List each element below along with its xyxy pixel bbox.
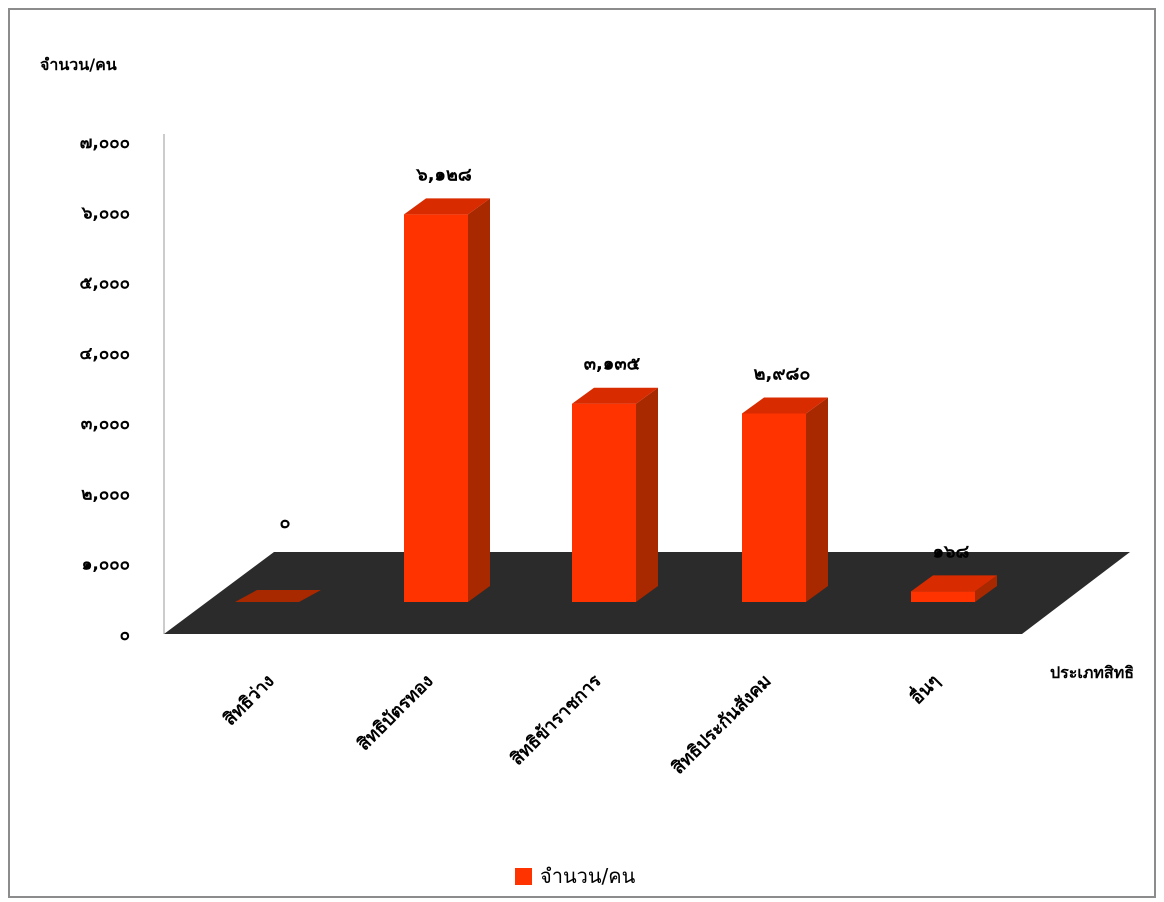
- bar-front: [911, 591, 975, 602]
- category-label: สิทธิข้าราชการ: [507, 670, 606, 769]
- data-label: ๑๖๘: [933, 541, 970, 562]
- y-tick-label: ๔,๐๐๐: [80, 344, 130, 364]
- bar-flat: [235, 590, 321, 602]
- legend-swatch: [515, 867, 532, 885]
- bar: [235, 590, 321, 602]
- category-label: สิทธิบัตรทอง: [353, 671, 437, 755]
- bar-front: [404, 214, 468, 602]
- bar-top: [572, 387, 658, 404]
- x-axis-title: ประเภทสิทธิ: [1050, 663, 1134, 682]
- bar: [572, 387, 658, 602]
- y-tick-label: ๑,๐๐๐: [82, 555, 130, 575]
- legend: จำนวน/คน: [515, 860, 635, 892]
- y-axis-title-text: จำนวน/คน: [40, 55, 117, 74]
- bars: [235, 198, 997, 602]
- y-tick-label: ๗,๐๐๐: [80, 133, 130, 153]
- bar: [742, 397, 828, 602]
- y-axis-title: จำนวน/คน: [40, 55, 117, 74]
- bar-side: [468, 198, 490, 602]
- y-tick-label: ๒,๐๐๐: [81, 484, 130, 504]
- bar-top: [404, 198, 490, 215]
- category-label: สิทธิว่าง: [219, 671, 278, 730]
- bar-side: [806, 397, 828, 602]
- category-labels: สิทธิว่าง สิทธิบัตรทอง สิทธิข้าราชการ สิทธิ…: [219, 669, 944, 779]
- bar: [404, 198, 490, 602]
- data-label: ๖,๑๒๘: [415, 164, 472, 185]
- data-label: ๓,๑๓๕: [584, 354, 641, 375]
- bar-chart: จำนวน/คน ๐๑,๐๐๐๒,๐๐๐๓,๐๐๐๔,๐๐๐๕,๐๐๐๖,๐๐๐…: [40, 55, 1134, 779]
- data-label: ๒,๙๘๐: [754, 363, 811, 384]
- chart-frame: จำนวน/คน ๐๑,๐๐๐ ๒,๐๐๐ ๓,๐๐๐ ๔,๐๐๐ ๕,๐๐๐ ๖,๐๐๐…: [8, 8, 1156, 898]
- x-axis-title-text: ประเภทสิทธิ: [1050, 663, 1134, 682]
- y-tick-label: ๕,๐๐๐: [80, 274, 130, 294]
- data-label: ๐: [280, 512, 291, 533]
- bar-front: [572, 403, 636, 602]
- bar-side: [636, 387, 658, 602]
- y-tick-label: ๐: [120, 625, 130, 645]
- y-tick-label: ๓,๐๐๐: [81, 414, 130, 434]
- bar: [911, 575, 997, 602]
- bar-top: [911, 575, 997, 592]
- category-label: อื่นๆ: [904, 669, 944, 709]
- category-label: สิทธิประกันสังคม: [668, 671, 776, 779]
- y-axis: ๐ ๑,๐๐๐ ๒,๐๐๐ ๓,๐๐๐ ๔,๐๐๐ ๕,๐๐๐ ๖,๐๐๐ ๗,๐๐๐: [80, 133, 165, 645]
- bar-front: [742, 413, 806, 602]
- bar-side: [975, 575, 997, 602]
- legend-label: จำนวน/คน: [540, 864, 636, 888]
- y-tick-label: ๖,๐๐๐: [81, 203, 130, 223]
- bar-top: [742, 397, 828, 414]
